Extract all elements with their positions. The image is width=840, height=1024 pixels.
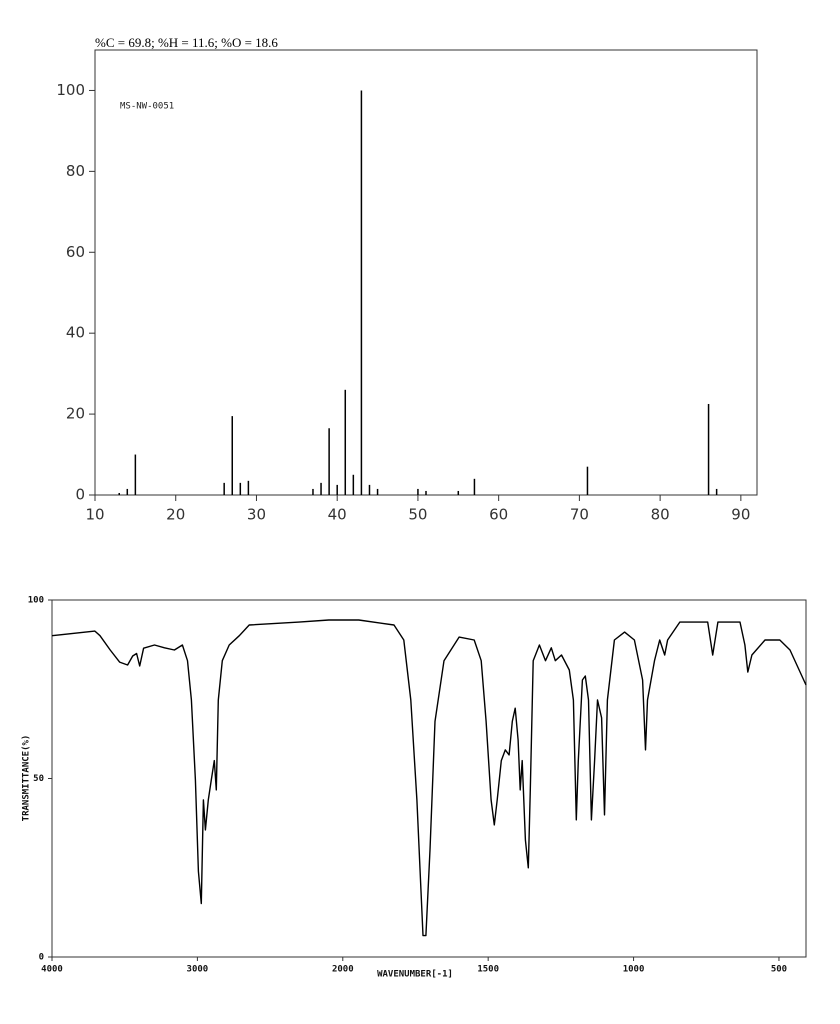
y-axis-label: TRANSMITTANCE(%) (22, 735, 32, 822)
y-tick-label: 80 (66, 162, 85, 180)
x-tick-label: 30 (247, 506, 266, 524)
y-tick-label: 60 (66, 243, 85, 261)
plot-frame (94, 49, 758, 496)
ir-trace (51, 619, 807, 937)
x-tick-label: 4000 (41, 965, 63, 975)
x-tick-label: 40 (328, 506, 347, 524)
composition-title: %C = 69.8; %H = 11.6; %O = 18.6 (95, 35, 278, 50)
x-tick-label: 1000 (623, 965, 645, 975)
y-tick-label: 50 (33, 774, 44, 784)
x-axis-label: WAVENUMBER[-1] (377, 970, 453, 980)
x-tick-label: 60 (489, 506, 508, 524)
x-tick-label: 70 (570, 506, 589, 524)
spectrum-id: MS-NW-0051 (120, 102, 174, 112)
y-tick-label: 0 (39, 953, 44, 963)
y-tick-label: 20 (66, 405, 85, 423)
y-tick-label: 100 (56, 81, 85, 99)
x-tick-label: 1500 (477, 965, 499, 975)
y-tick-label: 100 (28, 596, 44, 606)
x-tick-label: 2000 (332, 965, 354, 975)
plot-frame (51, 599, 807, 958)
x-tick-label: 90 (731, 506, 750, 524)
x-tick-label: 10 (85, 506, 104, 524)
x-tick-label: 3000 (187, 965, 209, 975)
x-tick-label: 20 (166, 506, 185, 524)
x-tick-label: 500 (771, 965, 787, 975)
y-tick-label: 40 (66, 324, 85, 342)
x-tick-label: 80 (651, 506, 670, 524)
y-tick-label: 0 (75, 486, 85, 504)
x-tick-label: 50 (408, 506, 427, 524)
